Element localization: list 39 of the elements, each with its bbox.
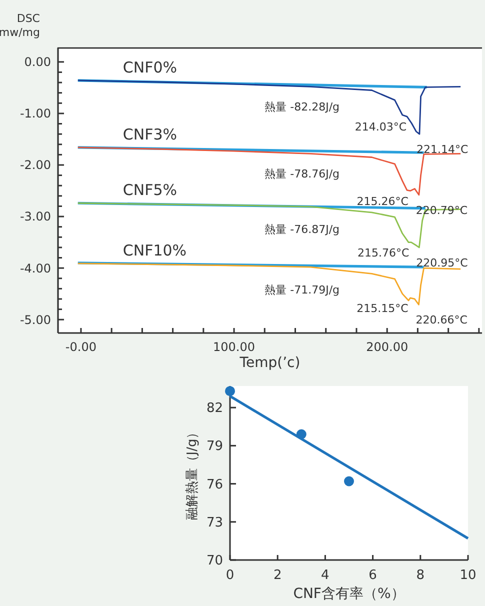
annotation: 熱量 -82.28J/g [264,100,340,114]
annotation: 熱量 -76.87J/g [264,223,340,236]
series-label: CNF5% [122,181,178,200]
annotation: 215.15°C [356,302,409,315]
y-tick-label: 76 [206,477,223,492]
annotation: 熱量 -71.79J/g [264,283,340,296]
x-tick-label: 200.00 [366,340,408,354]
y-tick-label: -2.00 [20,158,51,172]
y-tick-label: -1.00 [20,106,51,121]
y-tick-label: -3.00 [20,210,51,224]
y-tick-label: 82 [206,401,223,416]
annotation: 215.76°C [358,246,410,260]
y-tick-label: 79 [206,439,223,454]
series-label: CNF3% [122,125,178,144]
x-axis-title: CNF含有率（%） [293,586,405,602]
y-tick-label: -5.00 [20,312,51,327]
annotation: 220.66°C [416,314,468,327]
annotation: 熱量 -78.76J/g [264,167,340,180]
annotation: 215.26°C [356,194,409,208]
annotation: 220.95°C [416,256,468,270]
y-tick-label: 70 [206,554,223,569]
series-label: CNF0% [122,58,178,76]
x-tick-label: 6 [368,568,377,583]
x-tick-label: 10 [460,568,476,583]
y-axis-title: DSC mw/mg [0,12,40,39]
x-tick-label: 4 [321,568,330,583]
y-tick-label: 73 [206,515,223,530]
series-label: CNF10% [122,241,187,260]
annotation: 214.03°C [354,120,407,134]
y-axis-title: 融解熱量（J/g） [185,426,200,520]
y-tick-label: 0.00 [24,55,51,70]
annotation: 221.14°C [416,143,468,156]
x-tick-label: 8 [416,568,425,583]
x-tick-label: 0 [226,568,234,583]
x-tick-label: 100.00 [213,340,256,354]
x-tick-label: -0.00 [65,340,96,354]
y-tick-label: -4.00 [20,261,51,276]
x-axis-title: Temp(’c) [238,355,300,371]
x-tick-label: 2 [273,568,282,583]
